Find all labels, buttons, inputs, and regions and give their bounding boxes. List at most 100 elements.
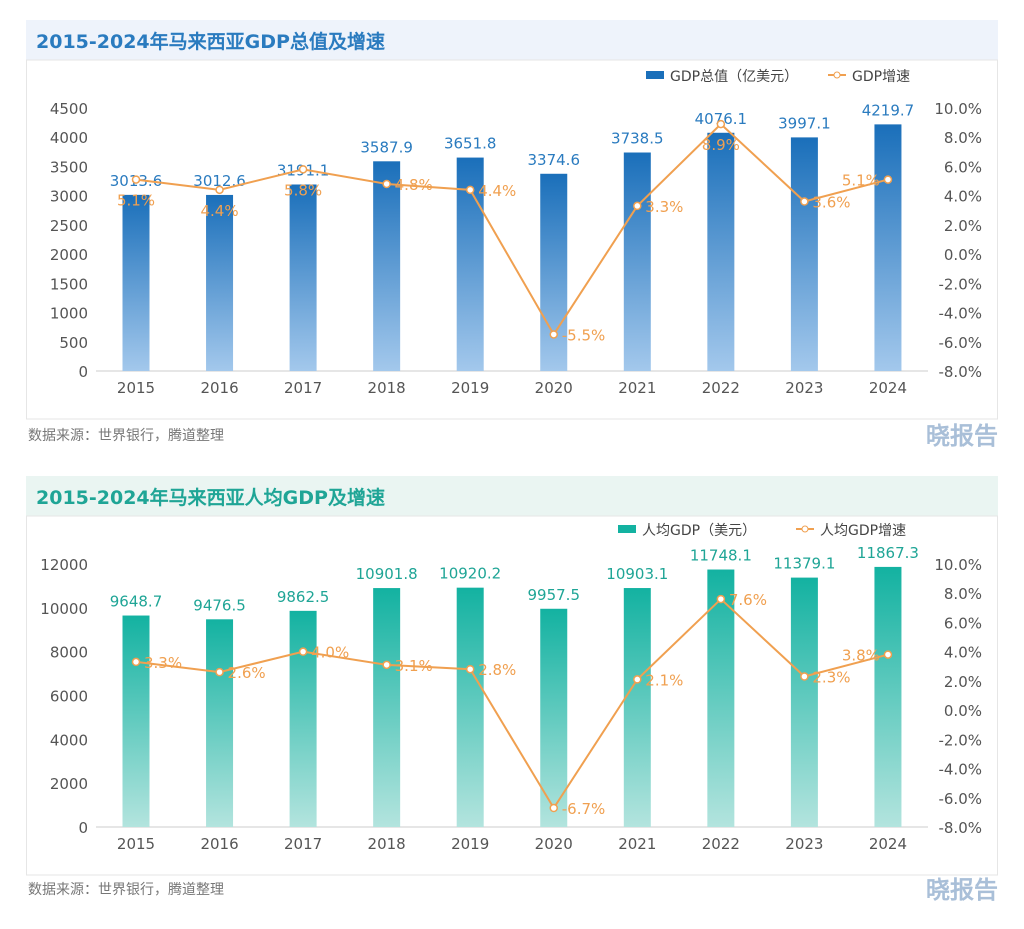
y-tick-label: 2500 [50,217,88,235]
chart-frame [26,59,998,420]
legend-bar-swatch [618,525,636,533]
y2-tick-label: 4.0% [944,644,982,662]
x-tick-label: 2022 [702,835,740,853]
x-tick-label: 2023 [785,379,823,397]
y-tick-label: 4000 [50,731,88,749]
growth-data-label: 3.8% [842,647,880,665]
growth-data-label: 4.4% [478,182,516,200]
growth-point [298,647,308,656]
y2-tick-label: 10.0% [934,556,982,574]
growth-data-label: 4.4% [200,202,238,220]
chart-header [26,20,998,60]
x-tick-label: 2021 [618,379,656,397]
bar [874,124,902,371]
y2-tick-label: -8.0% [938,819,982,837]
growth-line [135,597,889,810]
bar-data-label: 11379.1 [773,555,835,573]
growth-point [465,664,475,674]
bar-data-label: 3012.6 [193,172,246,190]
growth-data-label: 4.8% [395,176,433,194]
y2-tick-label: -2.0% [938,275,982,293]
growth-point [549,803,558,813]
x-tick-label: 2018 [368,835,406,853]
growth-data-label: 3.6% [812,194,850,212]
x-tick-label: 2017 [284,379,322,397]
legend-bar-swatch [646,71,664,79]
bar [790,137,818,371]
bar-data-label: 10901.8 [356,565,418,583]
y2-tick-label: -4.0% [938,305,982,323]
y2-tick-label: 2.0% [944,673,982,691]
x-tick-label: 2017 [284,835,322,853]
growth-line [135,122,889,337]
y2-tick-label: 8.0% [944,585,982,603]
y2-tick-label: -6.0% [938,790,982,808]
growth-point [883,650,893,659]
bar [122,194,150,371]
y-tick-label: 1000 [50,305,88,323]
chart-1: 2015-2024年马来西亚GDP总值及增速 0 500 1000 1500 2000 25… [26,20,998,450]
y2-tick-label: -8.0% [938,363,982,381]
logo-watermark: 晓报告 [926,422,998,450]
bar-data-label: 9862.5 [277,588,330,606]
y2-tick-label: -6.0% [938,334,982,352]
source-note: 数据来源：世界银行，腾道整理 [28,427,224,444]
chart-title: 2015-2024年马来西亚GDP总值及增速 [36,30,385,53]
source-note: 数据来源：世界银行，腾道整理 [28,881,224,898]
y-tick-label: 10000 [40,600,88,618]
growth-point [382,179,391,189]
x-tick-label: 2019 [451,379,489,397]
growth-point [549,330,558,339]
growth-point [131,657,141,667]
y-tick-label: 0 [78,363,88,381]
y-tick-label: 8000 [50,644,88,662]
growth-point [800,197,809,206]
bar [122,615,150,827]
bar-data-label: 3738.5 [611,130,664,148]
bar [623,152,651,371]
chart-2: 2015-2024年马来西亚人均GDP及增速 0 2000 4000 6000 8000 1… [26,476,998,904]
y2-tick-label: 0.0% [944,246,982,264]
bar [373,588,401,827]
bar-data-label: 11867.3 [857,544,919,562]
x-tick-label: 2016 [200,379,238,397]
x-tick-label: 2023 [785,835,823,853]
legend-line-label: GDP增速 [852,69,910,85]
bar-data-label: 9957.5 [528,586,581,604]
growth-point [883,175,893,184]
chart-frame [26,515,998,876]
growth-data-label: 3.1% [395,657,433,675]
x-tick-label: 2015 [117,835,155,853]
bar-data-label: 9648.7 [110,593,163,611]
x-tick-label: 2019 [451,835,489,853]
bar [373,161,401,371]
x-tick-label: 2020 [535,379,573,397]
y-tick-label: 2000 [50,775,88,793]
growth-point [633,201,642,211]
legend-bar-label: 人均GDP（美元） [642,523,756,539]
x-tick-label: 2015 [117,379,155,397]
growth-data-label: 5.1% [117,192,155,210]
bar [623,588,651,827]
bar-data-label: 3374.6 [528,151,581,169]
y-tick-label: 6000 [50,688,88,706]
growth-point [465,185,475,195]
y2-tick-label: 8.0% [944,129,982,147]
growth-point [298,165,308,174]
y2-tick-label: -4.0% [938,761,982,779]
y-tick-label: 3500 [50,158,88,176]
bar [206,194,234,371]
y-tick-label: 4500 [50,100,88,118]
growth-data-label: 3.3% [645,198,683,216]
y2-tick-label: 10.0% [934,100,982,118]
x-tick-label: 2021 [618,835,656,853]
bar-data-label: 9476.5 [193,596,246,614]
bar [206,619,234,827]
bar [707,569,735,827]
bar-data-label: 11748.1 [690,547,752,565]
bar [874,566,902,827]
bar [456,587,484,827]
growth-data-label: 2.6% [228,664,266,682]
legend-line-label: 人均GDP增速 [820,523,906,539]
